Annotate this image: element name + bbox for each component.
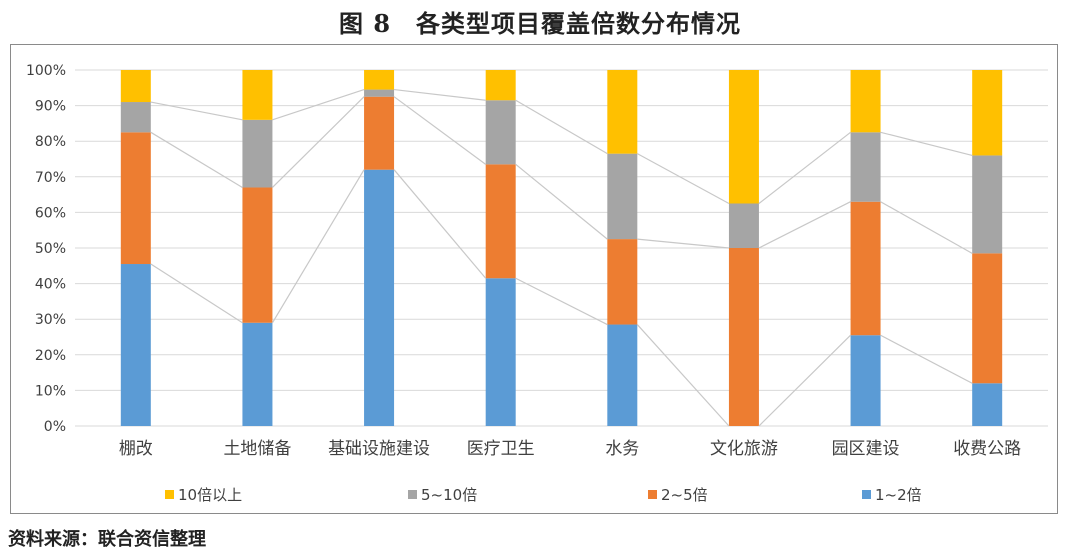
x-tick-label: 文化旅游 [710, 439, 778, 459]
y-tick-label: 10% [35, 383, 66, 399]
bar-segment-10倍以上 [728, 70, 759, 204]
series-connector-line [271, 169, 365, 324]
bar-segment-1~2倍 [120, 264, 151, 426]
series-connector-line [637, 238, 729, 249]
series-connector-line [393, 169, 487, 279]
bar-segment-5~10倍 [242, 119, 273, 188]
bar-segment-5~10倍 [120, 102, 151, 133]
x-tick-label: 水务 [605, 439, 639, 459]
legend-label: 1~2倍 [875, 486, 922, 504]
bar-segment-5~10倍 [728, 203, 759, 248]
y-tick-label: 0% [44, 419, 66, 435]
x-tick-label: 园区建设 [832, 439, 900, 459]
series-connector-line [515, 99, 608, 155]
legend-swatch [165, 490, 174, 499]
bar-segment-1~2倍 [364, 169, 395, 426]
bar-segment-2~5倍 [120, 132, 151, 265]
bar-segment-10倍以上 [607, 70, 638, 154]
x-tick-label: 土地储备 [223, 439, 291, 459]
bar-segment-2~5倍 [485, 164, 516, 279]
bar-segment-2~5倍 [242, 187, 273, 323]
legend-label: 2~5倍 [661, 486, 708, 504]
series-connector-line [880, 201, 973, 254]
series-connector-line [272, 96, 365, 188]
series-connector-line [150, 263, 243, 324]
x-tick-label: 收费公路 [953, 439, 1021, 459]
bar-segment-5~10倍 [607, 153, 638, 240]
legend-swatch [648, 490, 657, 499]
series-connector-line [758, 334, 851, 427]
series-connector-line [272, 89, 365, 121]
legend-swatch [408, 490, 417, 499]
legend-label: 10倍以上 [178, 486, 242, 504]
y-tick-label: 20% [35, 348, 66, 364]
bar-segment-5~10倍 [972, 155, 1003, 254]
bar-segment-5~10倍 [364, 89, 395, 97]
bar-segment-1~2倍 [607, 324, 638, 426]
bar-segment-2~5倍 [364, 96, 395, 170]
y-tick-label: 40% [35, 277, 66, 293]
y-tick-label: 60% [35, 205, 66, 221]
y-tick-label: 50% [35, 241, 66, 257]
series-connector-line [393, 88, 486, 101]
y-tick-label: 30% [35, 312, 66, 328]
bar-segment-1~2倍 [850, 335, 881, 426]
bar-segment-2~5倍 [972, 253, 1003, 384]
bar-segment-1~2倍 [485, 278, 516, 426]
legend-swatch [862, 490, 871, 499]
series-connector-line [758, 201, 851, 249]
bar-segment-10倍以上 [972, 70, 1003, 156]
chart-frame [10, 44, 1058, 514]
series-connector-line [637, 153, 730, 205]
bar-segment-2~5倍 [607, 239, 638, 325]
x-tick-label: 棚改 [119, 439, 153, 459]
series-connector-line [758, 131, 851, 204]
series-connector-line [880, 334, 973, 384]
bar-segment-1~2倍 [972, 383, 1003, 426]
series-connector-line [515, 163, 608, 240]
source-note: 资料来源：联合资信整理 [8, 529, 206, 550]
y-tick-label: 70% [35, 170, 66, 186]
bar-segment-10倍以上 [485, 70, 516, 101]
x-tick-label: 基础设施建设 [328, 439, 430, 459]
bar-segment-10倍以上 [850, 70, 881, 133]
y-tick-label: 80% [35, 134, 66, 150]
bar-segment-10倍以上 [242, 70, 273, 120]
legend-label: 5~10倍 [421, 486, 477, 504]
bar-segment-2~5倍 [728, 248, 759, 426]
chart-title: 图 8 各类型项目覆盖倍数分布情况 [338, 9, 742, 38]
y-tick-label: 100% [26, 63, 66, 79]
bar-segment-10倍以上 [120, 70, 151, 103]
bar-segment-5~10倍 [485, 100, 516, 165]
series-connector-line [515, 277, 608, 326]
bar-segment-2~5倍 [850, 201, 881, 336]
bar-segment-1~2倍 [242, 322, 273, 426]
y-tick-label: 90% [35, 99, 66, 115]
x-tick-label: 医疗卫生 [467, 439, 535, 459]
series-connector-line [880, 131, 973, 157]
series-connector-line [393, 96, 487, 165]
series-connector-line [150, 101, 243, 121]
series-connector-line [150, 131, 243, 188]
series-connector-line [636, 324, 730, 427]
bar-segment-5~10倍 [850, 132, 881, 202]
bar-segment-10倍以上 [364, 70, 395, 90]
